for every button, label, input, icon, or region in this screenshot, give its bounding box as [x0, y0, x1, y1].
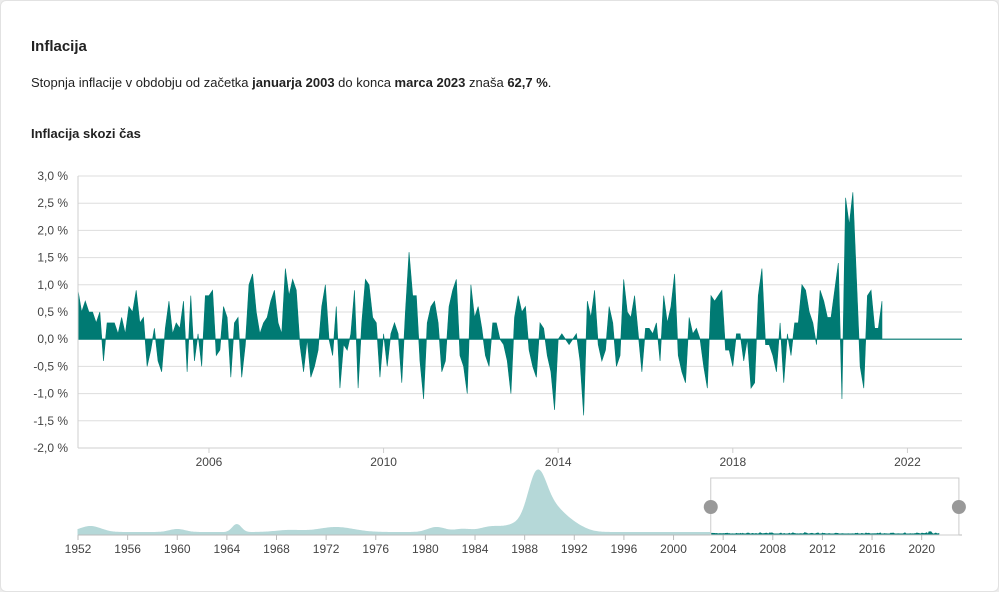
navigator-tick-label: 1964	[214, 542, 241, 556]
y-tick-label: -2,0 %	[33, 441, 68, 455]
inflation-area	[77, 192, 883, 416]
page-title: Inflacija	[31, 38, 87, 55]
navigator-tick-label: 1996	[611, 542, 638, 556]
y-tick-label: 1,0 %	[37, 278, 68, 292]
navigator-tick-label: 1968	[263, 542, 290, 556]
inflation-summary: Stopnja inflacije v obdobju od začetka j…	[31, 75, 551, 90]
y-tick-label: 1,5 %	[37, 251, 68, 265]
y-tick-label: 2,0 %	[37, 223, 68, 237]
x-tick-label: 2018	[719, 455, 746, 469]
navigator-right-handle[interactable]	[951, 500, 966, 514]
navigator-tick-label: 1992	[561, 542, 588, 556]
navigator-tick-label: 2020	[908, 542, 935, 556]
x-tick-label: 2022	[894, 455, 921, 469]
y-tick-label: 3,0 %	[37, 169, 68, 183]
x-tick-label: 2006	[196, 455, 223, 469]
x-axis: 2006 2010 2014 2018 2022	[77, 176, 962, 469]
navigator-tick-label: 2008	[759, 542, 786, 556]
y-tick-label: -0,5 %	[33, 359, 68, 373]
navigator-tick-label: 2016	[859, 542, 886, 556]
y-tick-label: -1,0 %	[33, 387, 68, 401]
summary-total: 62,7 %	[507, 75, 548, 90]
summary-start-date: januarja 2003	[252, 75, 335, 90]
navigator-tick-label: 2012	[809, 542, 836, 556]
navigator-tick-label: 1960	[164, 542, 191, 556]
summary-text-2: do konca	[334, 75, 395, 90]
navigator-tick-label: 1988	[511, 542, 538, 556]
y-tick-label: 2,5 %	[37, 196, 68, 210]
navigator-tick-label: 1984	[462, 542, 489, 556]
y-tick-label: 0,0 %	[37, 332, 68, 346]
y-tick-label: 0,5 %	[37, 305, 68, 319]
navigator-tick-label: 1972	[313, 542, 340, 556]
x-tick-label: 2010	[370, 455, 397, 469]
navigator-selected-area	[710, 531, 940, 535]
navigator-tick-label: 1956	[114, 542, 141, 556]
summary-text-4: .	[547, 75, 552, 90]
navigator-window[interactable]	[710, 477, 960, 536]
navigator-left-handle[interactable]	[703, 500, 718, 514]
navigator-tick-label: 2000	[660, 542, 687, 556]
navigator-tick-label: 1980	[412, 542, 439, 556]
chart-title: Inflacija skozi čas	[31, 126, 141, 141]
range-navigator: 1952 1956 1960 1964 1968 1972 1976 1980 1984 1988…	[65, 469, 966, 556]
summary-text-3: znaša	[465, 75, 508, 90]
navigator-tick-label: 1952	[65, 542, 92, 556]
x-tick-label: 2014	[545, 455, 572, 469]
navigator-area	[77, 469, 712, 536]
summary-text-1: Stopnja inflacije v obdobju od začetka	[31, 75, 253, 90]
inflation-series	[77, 192, 962, 416]
summary-end-date: marca 2023	[394, 75, 466, 90]
y-tick-label: -1,5 %	[33, 414, 68, 428]
navigator-tick-label: 1976	[362, 542, 389, 556]
y-axis-ticks: 3,0 % 2,5 % 2,0 % 1,5 % 1,0 % 0,5 % 0,0 % -0,5 …	[33, 169, 68, 455]
navigator-tick-label: 2004	[710, 542, 737, 556]
